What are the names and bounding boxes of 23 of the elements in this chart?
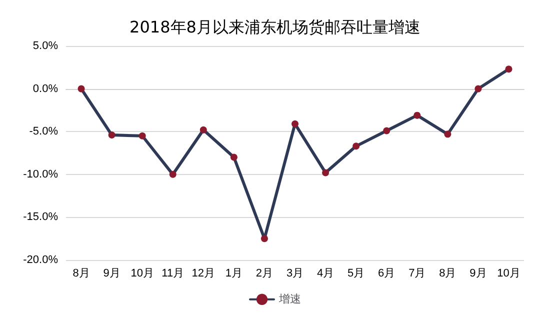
x-tick-label: 8月 — [72, 268, 90, 280]
chart-title: 2018年8月以来浦东机场货邮吞吐量增速 — [130, 18, 420, 36]
x-tick-label: 9月 — [103, 268, 120, 280]
x-tick-label: 9月 — [470, 268, 487, 280]
x-tick-label: 8月 — [439, 268, 456, 280]
x-tick-label: 6月 — [378, 268, 396, 280]
y-tick-label: -20.0% — [23, 254, 58, 266]
x-tick-label: 4月 — [316, 268, 334, 280]
y-tick-label: 0.0% — [32, 82, 58, 95]
x-tick-label: 1月 — [225, 268, 242, 280]
y-tick-label: -10.0% — [23, 168, 58, 180]
x-tick-label: 3月 — [286, 268, 304, 280]
x-tick-label: 12月 — [192, 268, 216, 280]
x-tick-label: 11月 — [162, 268, 184, 280]
x-tick-label: 5月 — [348, 268, 365, 280]
x-tick-label: 10月 — [497, 268, 520, 280]
x-tick-label: 10月 — [130, 268, 154, 280]
y-tick-label: -15.0% — [23, 211, 58, 224]
y-tick-label: 5.0% — [32, 40, 58, 52]
x-tick-label: 2月 — [256, 268, 274, 280]
legend-label: 增速 — [278, 292, 301, 306]
y-tick-label: -5.0% — [29, 126, 58, 138]
x-tick-label: 7月 — [408, 268, 426, 280]
